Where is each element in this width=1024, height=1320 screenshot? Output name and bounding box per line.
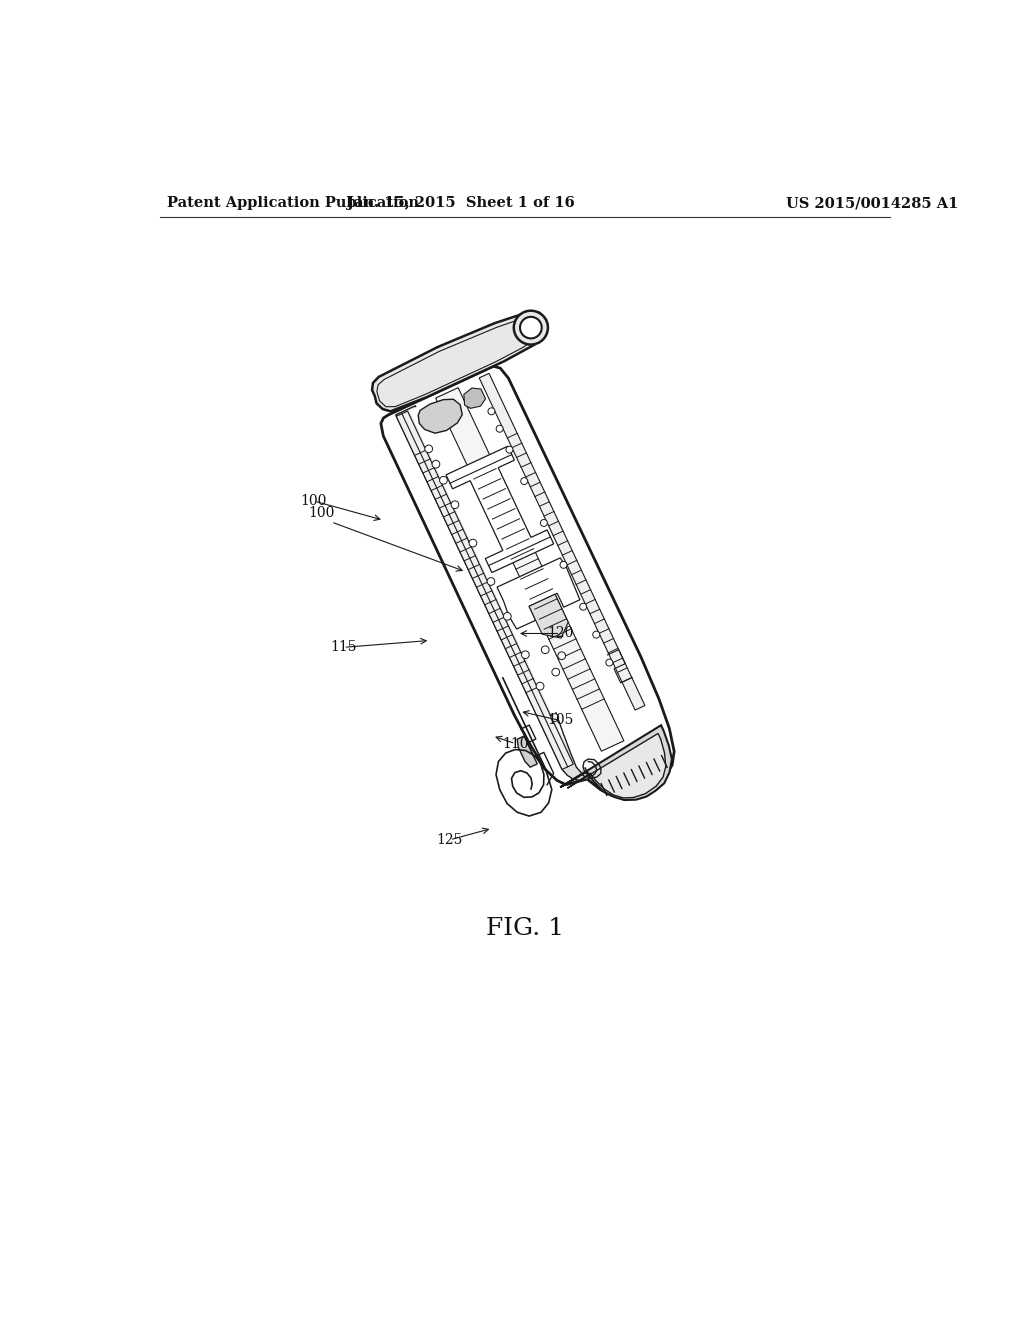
Polygon shape <box>381 366 674 796</box>
Text: 115: 115 <box>330 640 356 655</box>
Circle shape <box>439 477 447 484</box>
Circle shape <box>506 446 513 453</box>
Circle shape <box>520 317 542 338</box>
Circle shape <box>542 645 549 653</box>
Circle shape <box>558 652 565 660</box>
Circle shape <box>488 408 495 414</box>
Circle shape <box>497 425 503 432</box>
Polygon shape <box>567 734 666 799</box>
Circle shape <box>541 520 548 527</box>
Text: 100: 100 <box>301 494 328 508</box>
Circle shape <box>521 651 529 659</box>
Circle shape <box>551 714 559 722</box>
Text: 110: 110 <box>502 737 528 751</box>
Polygon shape <box>446 446 554 573</box>
Circle shape <box>514 310 548 345</box>
Polygon shape <box>560 725 672 800</box>
Text: FIG. 1: FIG. 1 <box>485 917 564 940</box>
Polygon shape <box>479 374 645 710</box>
Circle shape <box>487 578 495 585</box>
Text: 125: 125 <box>436 833 463 847</box>
Text: US 2015/0014285 A1: US 2015/0014285 A1 <box>785 197 958 210</box>
Text: Patent Application Publication: Patent Application Publication <box>167 197 419 210</box>
Circle shape <box>537 682 544 690</box>
Circle shape <box>560 561 567 569</box>
Circle shape <box>432 461 439 469</box>
Circle shape <box>451 500 459 508</box>
Text: 100: 100 <box>308 506 335 520</box>
Polygon shape <box>395 405 590 780</box>
Circle shape <box>606 659 612 667</box>
Circle shape <box>580 603 587 610</box>
Circle shape <box>425 445 432 453</box>
Polygon shape <box>497 558 580 630</box>
Circle shape <box>469 540 477 546</box>
Text: Jan. 15, 2015  Sheet 1 of 16: Jan. 15, 2015 Sheet 1 of 16 <box>347 197 575 210</box>
Circle shape <box>593 631 600 638</box>
Polygon shape <box>464 388 485 408</box>
Polygon shape <box>409 379 647 771</box>
Polygon shape <box>529 594 568 638</box>
Circle shape <box>504 612 511 620</box>
Polygon shape <box>372 313 548 412</box>
Text: 120: 120 <box>547 627 573 640</box>
Polygon shape <box>435 388 624 751</box>
Polygon shape <box>396 411 573 770</box>
Circle shape <box>521 478 527 484</box>
Polygon shape <box>418 399 462 433</box>
Text: 105: 105 <box>547 714 573 727</box>
Circle shape <box>552 668 559 676</box>
Polygon shape <box>517 737 538 767</box>
